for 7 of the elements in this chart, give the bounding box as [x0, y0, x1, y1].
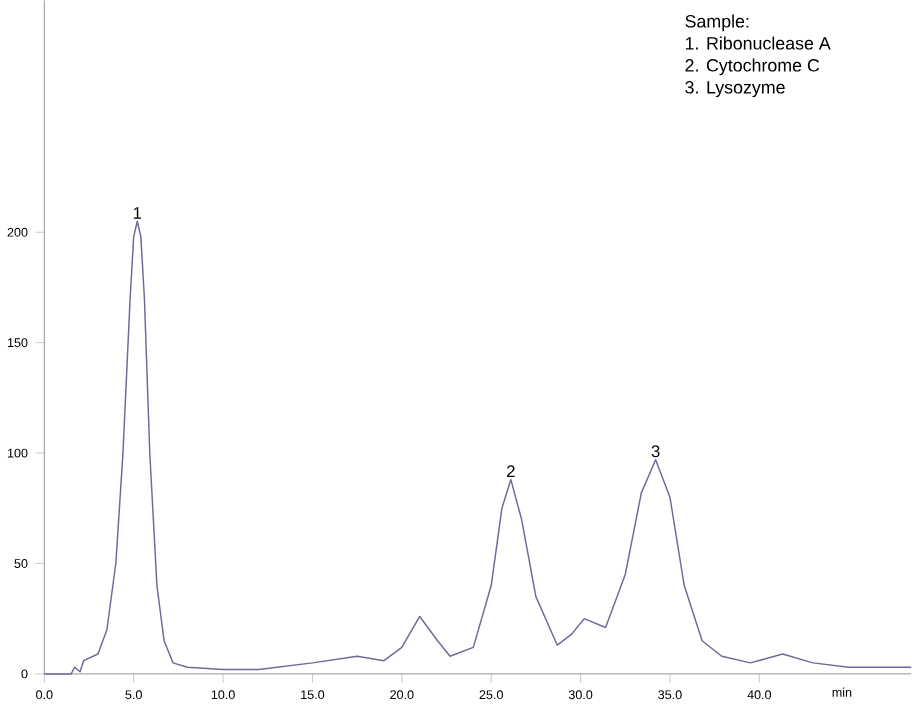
annotation: 1. Ribonuclease A	[685, 36, 831, 50]
annotation: 2. Cytochrome C	[685, 58, 820, 76]
annotation: 3	[651, 445, 660, 458]
annotation: 2	[507, 465, 515, 477]
annotation: 1	[133, 207, 142, 219]
annotation: 3. Lysozyme	[685, 80, 785, 98]
annotation: Sample:	[685, 14, 749, 32]
